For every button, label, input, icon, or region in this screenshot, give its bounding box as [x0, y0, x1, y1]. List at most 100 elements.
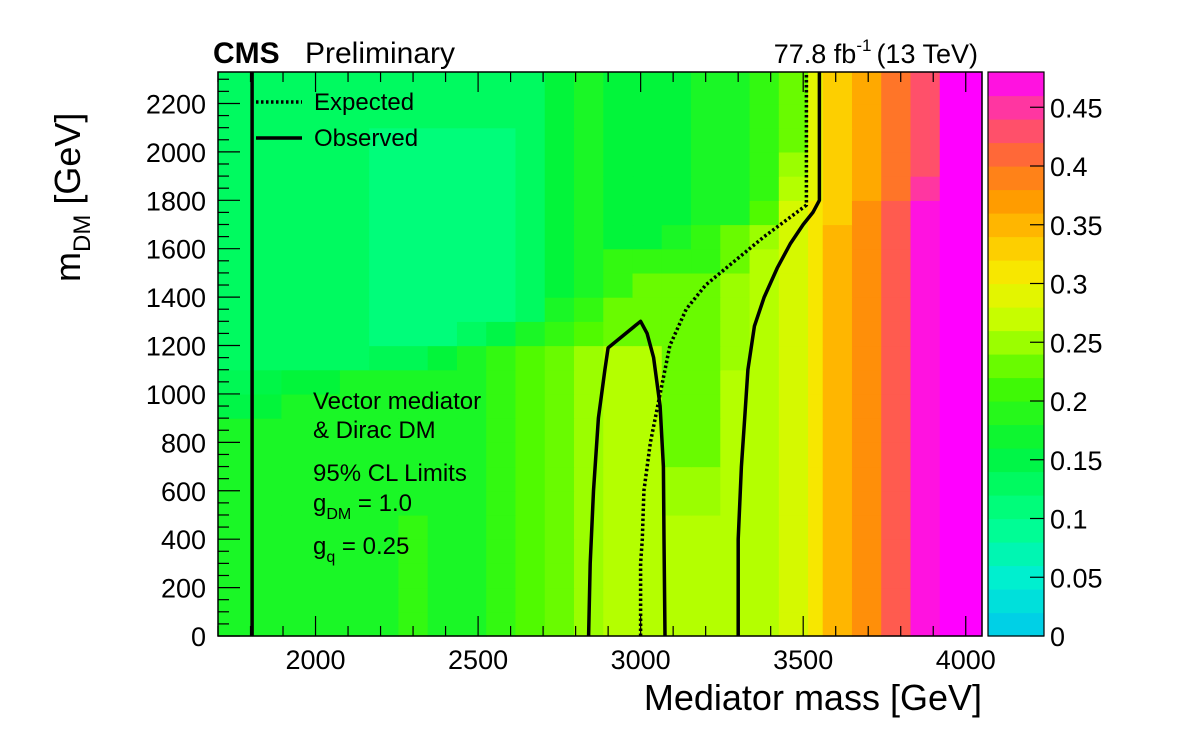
heatmap-cell	[281, 272, 312, 298]
heatmap-cell	[603, 272, 634, 298]
heatmap-cell	[573, 442, 604, 468]
heatmap-cell	[691, 127, 721, 153]
heatmap-cell	[544, 272, 575, 298]
heatmap-cell	[910, 369, 941, 395]
heatmap-cell	[369, 563, 400, 589]
heatmap-cell	[427, 72, 458, 105]
heatmap-cell	[310, 490, 341, 516]
heatmap-cell	[398, 369, 429, 395]
heatmap-cell	[808, 345, 824, 371]
heatmap-cell	[456, 442, 487, 468]
heatmap-cell	[603, 103, 634, 129]
heatmap-cell	[486, 490, 517, 516]
heatmap-cell	[910, 345, 941, 371]
heatmap-cell	[851, 466, 882, 492]
color-scale: 0 0.05 0.1 0.15 0.2 0.25 0.3 0.35 0.4 0.45	[987, 71, 1103, 652]
heatmap-cell	[603, 151, 634, 177]
heatmap-cell	[486, 176, 517, 201]
heatmap-cell	[544, 466, 575, 492]
heatmap-cell	[252, 490, 282, 516]
heatmap-cell	[749, 466, 780, 492]
heatmap-cell	[339, 539, 370, 564]
heatmap-cell	[456, 611, 487, 637]
heatmap-cell	[691, 539, 721, 564]
heatmap-cell	[661, 466, 692, 492]
heatmap-cell	[661, 539, 692, 564]
heatmap-cell	[310, 127, 341, 153]
heatmap-cell	[515, 587, 546, 613]
heatmap-cell	[808, 466, 824, 492]
heatmap-cell	[515, 127, 546, 153]
heatmap-cell	[720, 224, 751, 250]
heatmap-cell	[720, 272, 751, 298]
heatmap-cell	[661, 127, 692, 153]
heatmap-cell	[398, 176, 429, 201]
y-tick-label: 2200	[146, 89, 206, 119]
heatmap-cell	[910, 587, 941, 613]
heatmap-cell	[252, 393, 282, 419]
heatmap-cell	[822, 369, 853, 395]
heatmap-cell	[749, 345, 780, 371]
heatmap-cell	[881, 514, 912, 540]
heatmap-cell	[427, 466, 458, 492]
heatmap-cell	[749, 248, 780, 274]
heatmap-cell	[398, 393, 429, 419]
heatmap-cell	[456, 466, 487, 492]
heatmap-cell	[822, 418, 853, 443]
heatmap-cell	[939, 272, 983, 298]
heatmap-cell	[486, 224, 517, 250]
heatmap-cell	[544, 321, 575, 347]
heatmap-cell	[310, 224, 341, 250]
heatmap-cell	[310, 272, 341, 298]
heatmap-cell	[544, 539, 575, 564]
heatmap-cell	[515, 539, 546, 564]
heatmap-cell	[808, 224, 824, 250]
heatmap-cell	[851, 272, 882, 298]
color-scale-label: 0.25	[1050, 328, 1103, 358]
heatmap-cell	[603, 587, 634, 613]
heatmap-cell	[661, 272, 692, 298]
y-axis-title: mDM [GeV]	[47, 113, 96, 282]
heatmap-cell	[573, 345, 604, 371]
heatmap-cell	[822, 563, 853, 589]
heatmap-cell	[778, 103, 809, 129]
heatmap-cell	[544, 514, 575, 540]
heatmap-cell	[369, 611, 400, 637]
heatmap-cell	[910, 611, 941, 637]
color-scale-bin	[988, 142, 1044, 167]
color-scale-label: 0.1	[1050, 505, 1088, 535]
heatmap-cell	[398, 490, 429, 516]
heatmap-cell	[252, 248, 282, 274]
y-tick-label: 0	[191, 622, 206, 652]
heatmap-cell	[252, 272, 282, 298]
heatmap-cell	[632, 418, 663, 443]
heatmap-cell	[822, 587, 853, 613]
heatmap-cell	[515, 200, 546, 226]
heatmap-cell	[369, 321, 400, 347]
heatmap-cell	[720, 587, 751, 613]
heatmap-cell	[881, 393, 912, 419]
heatmap-cell	[749, 369, 780, 395]
heatmap-cell	[573, 297, 604, 322]
legend-observed-label: Observed	[314, 125, 418, 152]
heatmap-cell	[369, 490, 400, 516]
heatmap-cell	[720, 563, 751, 589]
heatmap-cell	[486, 272, 517, 298]
heatmap-cell	[822, 442, 853, 468]
heatmap-cell	[603, 514, 634, 540]
heatmap-cell	[881, 611, 912, 637]
heatmap-cell	[515, 321, 546, 347]
heatmap-cell	[427, 297, 458, 322]
heatmap-cell	[369, 224, 400, 250]
heatmap-cell	[252, 442, 282, 468]
heatmap-cell	[661, 297, 692, 322]
heatmap-cell	[486, 393, 517, 419]
heatmap-cell	[252, 563, 282, 589]
heatmap-cell	[339, 127, 370, 153]
heatmap-cell	[632, 587, 663, 613]
heatmap-cell	[632, 103, 663, 129]
heatmap-cell	[603, 297, 634, 322]
heatmap-cell	[632, 151, 663, 177]
heatmap-cell	[486, 127, 517, 153]
experiment-label: CMS	[213, 37, 280, 70]
